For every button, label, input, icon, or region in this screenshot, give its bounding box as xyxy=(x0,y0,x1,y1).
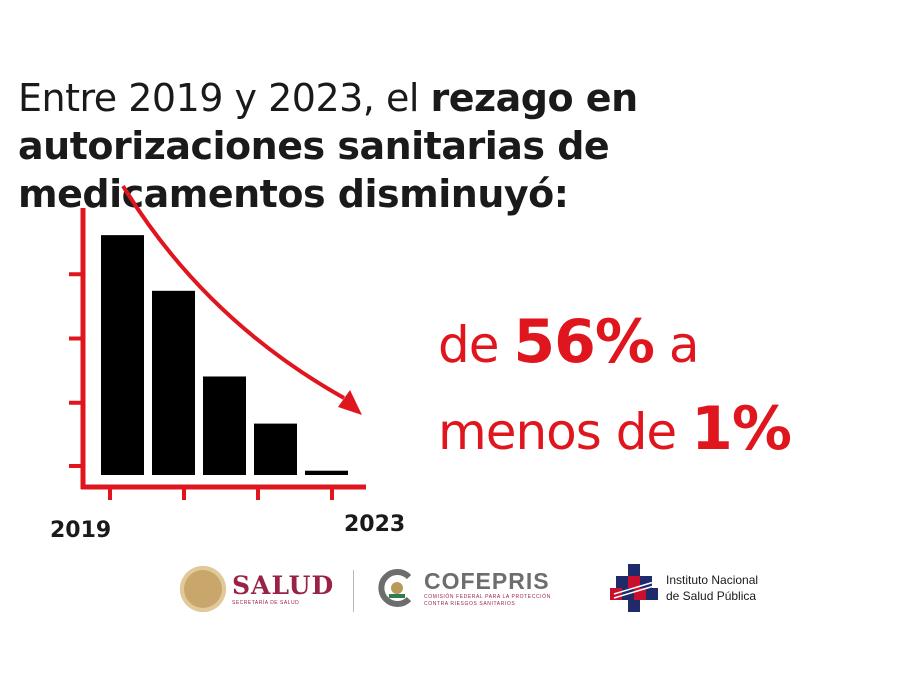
trend-arrow xyxy=(121,184,345,400)
stat-line-2: menos de 1% xyxy=(438,387,792,474)
x-label-end: 2023 xyxy=(344,512,405,537)
insp-icon xyxy=(610,564,658,612)
x-label-start: 2019 xyxy=(50,518,111,543)
bar-2 xyxy=(152,290,195,475)
stat-value-end: 1% xyxy=(691,394,792,464)
bar-3 xyxy=(203,376,246,475)
stat-callout: de 56% a menos de 1% xyxy=(438,300,792,474)
cofepris-icon xyxy=(378,569,412,607)
headline-bold: rezago en autorizaciones sanitarias de m… xyxy=(18,76,638,216)
stat-line-1: de 56% a xyxy=(438,300,791,387)
cofepris-subtitle-2: CONTRA RIESGOS SANITARIOS xyxy=(424,601,516,607)
bar-5 xyxy=(305,470,348,475)
bar-1 xyxy=(101,235,144,475)
salud-subtitle: SECRETARÍA DE SALUD xyxy=(232,600,300,606)
mexico-seal-icon xyxy=(180,566,226,612)
logo-divider xyxy=(353,570,354,612)
insp-logo: Instituto Nacional de Salud Pública xyxy=(610,564,758,612)
logo-bar: SALUD SECRETARÍA DE SALUD COFEPRIS COMIS… xyxy=(180,560,800,630)
bar-4 xyxy=(254,423,297,475)
trend-arrowhead xyxy=(338,390,362,415)
insp-name-1: Instituto Nacional xyxy=(666,573,759,587)
cofepris-logo: COFEPRIS COMISIÓN FEDERAL PARA LA PROTEC… xyxy=(376,568,551,608)
stat-value-start: 56% xyxy=(513,307,655,377)
stat-line-1-suffix: a xyxy=(654,316,700,374)
salud-name: SALUD xyxy=(232,571,335,600)
cofepris-name: COFEPRIS xyxy=(424,568,550,594)
salud-logo: SALUD SECRETARÍA DE SALUD xyxy=(180,566,334,612)
stat-line-1-prefix: de xyxy=(438,316,514,374)
headline-plain: Entre 2019 y 2023, el xyxy=(18,76,431,120)
stat-line-2-prefix: menos de xyxy=(438,403,692,461)
cofepris-subtitle-1: COMISIÓN FEDERAL PARA LA PROTECCIÓN xyxy=(424,594,551,600)
insp-name-2: de Salud Pública xyxy=(666,589,757,603)
headline: Entre 2019 y 2023, el rezago en autoriza… xyxy=(18,74,908,218)
